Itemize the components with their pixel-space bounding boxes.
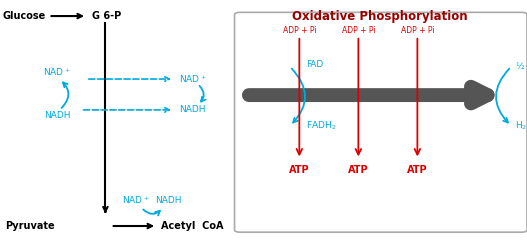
FancyBboxPatch shape xyxy=(235,12,527,232)
Text: Pyruvate: Pyruvate xyxy=(5,221,55,231)
Text: ATP: ATP xyxy=(407,165,428,175)
Text: NADH: NADH xyxy=(44,111,70,120)
Text: NADH: NADH xyxy=(155,196,182,205)
Text: Glucose: Glucose xyxy=(3,11,46,21)
Text: H$_2$O: H$_2$O xyxy=(515,120,527,132)
Text: ATP: ATP xyxy=(289,165,310,175)
Text: ATP: ATP xyxy=(348,165,369,175)
Text: NAD$^+$: NAD$^+$ xyxy=(179,73,207,85)
Text: Oxidative Phosphorylation: Oxidative Phosphorylation xyxy=(291,10,467,22)
Text: ADP + Pi: ADP + Pi xyxy=(282,26,316,35)
Text: ADP + Pi: ADP + Pi xyxy=(401,26,434,35)
Text: NAD$^+$: NAD$^+$ xyxy=(122,194,150,206)
Text: Acetyl  CoA: Acetyl CoA xyxy=(161,221,223,231)
Text: FADH$_2$: FADH$_2$ xyxy=(306,120,336,132)
Text: NAD$^+$: NAD$^+$ xyxy=(43,66,71,78)
Text: FAD: FAD xyxy=(306,60,323,69)
Text: G 6-P: G 6-P xyxy=(92,11,122,21)
Text: ½ O$_2$: ½ O$_2$ xyxy=(515,61,527,73)
Text: ADP + Pi: ADP + Pi xyxy=(341,26,375,35)
Text: NADH: NADH xyxy=(179,105,206,114)
